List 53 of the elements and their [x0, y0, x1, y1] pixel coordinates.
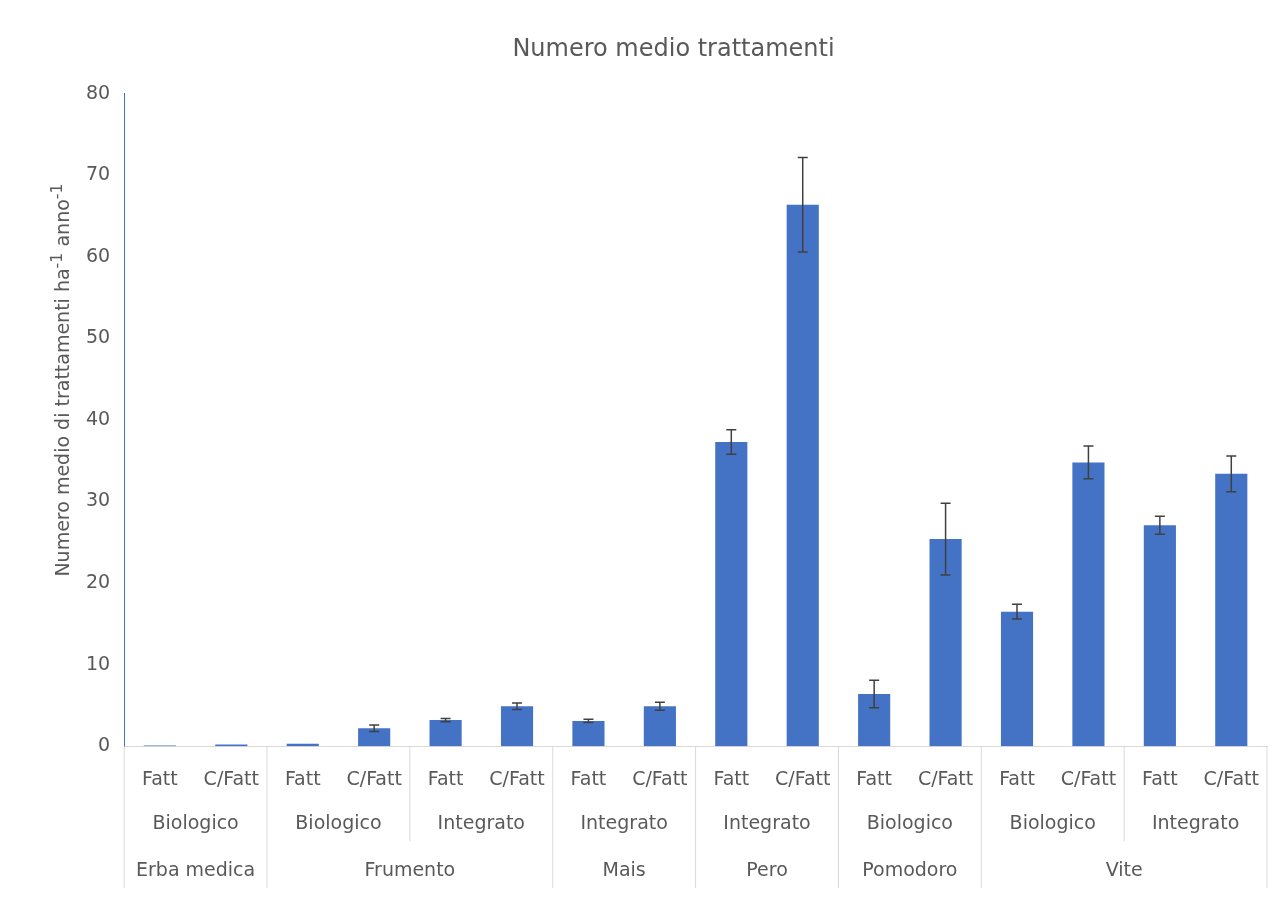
y-tick-label: 60 [85, 243, 111, 266]
bar [429, 720, 462, 747]
x-tick-label: Fatt [713, 766, 750, 789]
x-tick-label: C/Fatt [346, 766, 402, 789]
y-tick-label: 40 [85, 406, 111, 429]
x-tick-label: C/Fatt [1203, 766, 1259, 789]
y-tick-label: 0 [98, 733, 111, 756]
text: Pomodoro [862, 858, 958, 881]
y-tick-label: 20 [85, 570, 111, 593]
x-tick-label: Fatt [427, 766, 464, 789]
bar [358, 728, 391, 747]
x-tick-label: C/Fatt [632, 766, 688, 789]
text: Integrato [580, 811, 668, 834]
bar [715, 442, 748, 747]
chart-title: Numero medio trattamenti [512, 33, 835, 62]
text: Biologico [152, 811, 239, 834]
bar [786, 204, 819, 747]
text: Biologico [866, 811, 953, 834]
bar [1215, 473, 1248, 747]
text: Biologico [1009, 811, 1096, 834]
x-tick-label: C/Fatt [203, 766, 260, 789]
bar [929, 539, 962, 747]
y-tick-label: 70 [85, 162, 111, 185]
text: Frumento [364, 858, 456, 881]
bar [1000, 611, 1034, 747]
x-tick-label: Fatt [284, 766, 321, 789]
y-tick-label: 30 [85, 488, 111, 511]
text: Erba medica [136, 858, 256, 881]
bar [572, 720, 605, 747]
bar [1143, 525, 1176, 747]
bar [858, 694, 891, 747]
x-tick-label: C/Fatt [917, 766, 974, 789]
x-tick-label: C/Fatt [489, 766, 545, 789]
y-tick-label: 50 [85, 325, 111, 348]
text: Biologico [295, 811, 382, 834]
x-tick-label: Fatt [142, 766, 178, 789]
x-tick-label: Fatt [1141, 766, 1178, 789]
text: Mais [602, 858, 646, 881]
y-tick-label: 80 [85, 80, 111, 103]
x-tick-label: C/Fatt [775, 766, 831, 789]
bar [1072, 462, 1105, 747]
x-tick-label: Fatt [570, 766, 607, 789]
text: Integrato [723, 811, 811, 834]
bar [643, 706, 676, 747]
x-tick-label: Fatt [999, 766, 1035, 789]
x-tick-label: C/Fatt [1060, 766, 1117, 789]
text: Pero [746, 858, 788, 881]
x-tick-label: Fatt [856, 766, 893, 789]
y-tick-label: 10 [85, 651, 111, 674]
text: Integrato [437, 811, 525, 834]
text: Vite [1105, 858, 1143, 881]
bar [500, 706, 534, 747]
text: Integrato [1151, 811, 1240, 834]
